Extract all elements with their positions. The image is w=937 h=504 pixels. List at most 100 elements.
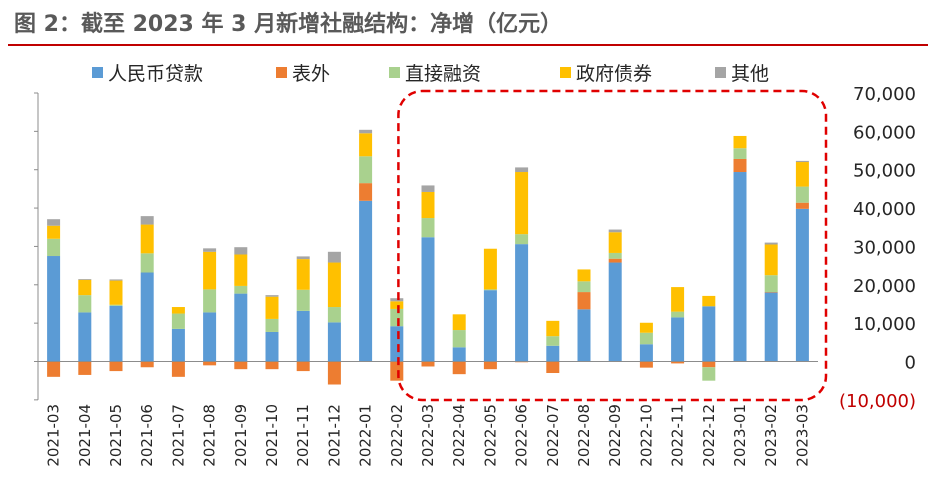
legend: 人民币贷款 表外 直接融资 政府债券 其他 xyxy=(92,63,769,85)
bar-direct_financing-2022-11 xyxy=(671,311,685,318)
bar-direct_financing-2022-02 xyxy=(390,308,404,327)
bar-gov_bonds-2021-08 xyxy=(203,251,217,290)
x-tick-label: 2023-03 xyxy=(793,404,811,467)
bar-off_balance-2021-09 xyxy=(234,361,248,370)
bar-direct_financing-2021-10 xyxy=(265,318,279,332)
bar-off_balance-2022-09 xyxy=(608,258,622,263)
y-tick-label: 40,000 xyxy=(853,199,916,220)
legend-swatch xyxy=(276,67,287,78)
bar-others-2021-12 xyxy=(327,251,341,263)
bar-rmb_loans-2022-02 xyxy=(390,326,404,362)
bar-rmb_loans-2021-07 xyxy=(171,328,185,362)
highlight-dashed-box xyxy=(397,89,828,402)
bar-off_balance-2022-11 xyxy=(671,361,685,364)
bar-others-2021-04 xyxy=(78,279,92,280)
legend-swatch xyxy=(92,67,103,78)
x-tick-label: 2021-05 xyxy=(107,404,125,467)
bar-gov_bonds-2021-04 xyxy=(78,279,92,296)
bar-rmb_loans-2022-10 xyxy=(639,344,653,362)
bar-gov_bonds-2022-06 xyxy=(515,172,529,235)
x-tick-label: 2022-09 xyxy=(606,404,624,467)
bar-direct_financing-2021-06 xyxy=(140,253,154,273)
y-tick-label: 50,000 xyxy=(853,161,916,182)
x-tick-label: 2023-02 xyxy=(762,404,780,467)
legend-label: 人民币贷款 xyxy=(108,63,203,85)
bar-others-2021-09 xyxy=(234,247,248,255)
x-tick-label: 2021-06 xyxy=(138,404,156,467)
y-tick-label: 10,000 xyxy=(853,314,916,335)
bar-direct_financing-2022-05 xyxy=(483,289,497,291)
x-tick-label: 2021-10 xyxy=(263,404,281,467)
x-tick-labels: 2021-03 2021-04 2021-05 2021-06 2021-07 2021-… xyxy=(45,404,812,467)
y-tick-label: (10,000) xyxy=(839,391,916,412)
bar-rmb_loans-2023-02 xyxy=(764,292,778,362)
bar-gov_bonds-2022-09 xyxy=(608,232,622,253)
bar-others-2022-01 xyxy=(359,129,373,134)
legend-item-off_balance: 表外 xyxy=(276,63,330,85)
bar-gov_bonds-2021-07 xyxy=(171,307,185,314)
bar-gov_bonds-2022-03 xyxy=(421,191,435,219)
bar-gov_bonds-2022-01 xyxy=(359,133,373,157)
bar-direct_financing-2022-10 xyxy=(639,332,653,345)
bar-direct_financing-2022-12 xyxy=(702,367,716,381)
bar-off_balance-2022-05 xyxy=(483,361,497,370)
bar-off_balance-2022-01 xyxy=(359,183,373,201)
x-tick-label: 2022-07 xyxy=(544,404,562,467)
bar-direct_financing-2021-03 xyxy=(47,238,61,257)
bar-off_balance-2022-03 xyxy=(421,361,435,367)
legend-label: 表外 xyxy=(292,63,330,85)
y-tick-label: 20,000 xyxy=(853,276,916,297)
legend-item-direct_financing: 直接融资 xyxy=(389,63,481,85)
bar-off_balance-2021-03 xyxy=(47,361,61,377)
bar-gov_bonds-2022-08 xyxy=(577,269,591,282)
bar-off_balance-2022-10 xyxy=(639,361,653,368)
bar-direct_financing-2021-07 xyxy=(171,313,185,329)
bar-off_balance-2021-08 xyxy=(203,361,217,366)
x-tick-label: 2021-12 xyxy=(325,404,343,467)
bar-rmb_loans-2021-05 xyxy=(109,305,123,362)
bar-off_balance-2023-02 xyxy=(764,292,778,293)
bar-gov_bonds-2022-12 xyxy=(702,295,716,307)
bar-rmb_loans-2023-03 xyxy=(795,208,809,362)
x-tick-label: 2021-09 xyxy=(232,404,250,467)
bar-off_balance-2021-12 xyxy=(327,361,341,385)
legend-label: 直接融资 xyxy=(405,63,481,85)
bar-rmb_loans-2021-04 xyxy=(78,312,92,362)
bar-rmb_loans-2021-03 xyxy=(47,256,61,362)
x-tick-label: 2022-06 xyxy=(513,404,531,467)
bar-rmb_loans-2021-12 xyxy=(327,322,341,362)
legend-item-gov_bonds: 政府债券 xyxy=(560,63,652,85)
bar-off_balance-2023-03 xyxy=(795,202,809,209)
bar-gov_bonds-2022-10 xyxy=(639,322,653,333)
bar-rmb_loans-2022-06 xyxy=(515,244,529,362)
bar-direct_financing-2022-06 xyxy=(515,234,529,245)
bar-direct_financing-2021-11 xyxy=(296,289,310,311)
bar-others-2021-10 xyxy=(265,295,279,297)
bar-gov_bonds-2021-10 xyxy=(265,296,279,319)
bar-off_balance-2022-04 xyxy=(452,361,466,375)
bar-gov_bonds-2021-05 xyxy=(109,280,123,305)
legend-swatch xyxy=(560,67,571,78)
y-tick-label: 0 xyxy=(905,353,916,374)
bar-others-2022-03 xyxy=(421,185,435,192)
bar-off_balance-2021-07 xyxy=(171,361,185,377)
bar-rmb_loans-2022-08 xyxy=(577,309,591,362)
bar-rmb_loans-2021-09 xyxy=(234,293,248,362)
legend-label: 其他 xyxy=(731,63,769,85)
bar-direct_financing-2022-09 xyxy=(608,252,622,259)
bar-others-2021-08 xyxy=(203,248,217,252)
bar-off_balance-2021-11 xyxy=(296,361,310,372)
bars xyxy=(47,129,809,385)
x-tick-label: 2022-12 xyxy=(700,404,718,467)
bar-rmb_loans-2022-03 xyxy=(421,237,435,362)
legend-swatch xyxy=(389,67,400,78)
bar-direct_financing-2021-12 xyxy=(327,307,341,323)
bar-off_balance-2022-08 xyxy=(577,292,591,310)
bar-direct_financing-2023-01 xyxy=(733,148,747,159)
bar-others-2022-02 xyxy=(390,298,404,302)
bar-direct_financing-2021-05 xyxy=(109,304,123,306)
bar-direct_financing-2022-07 xyxy=(546,336,560,346)
x-tick-label: 2021-08 xyxy=(201,404,219,467)
bar-off_balance-2021-05 xyxy=(109,361,123,372)
bar-others-2022-06 xyxy=(515,167,529,173)
